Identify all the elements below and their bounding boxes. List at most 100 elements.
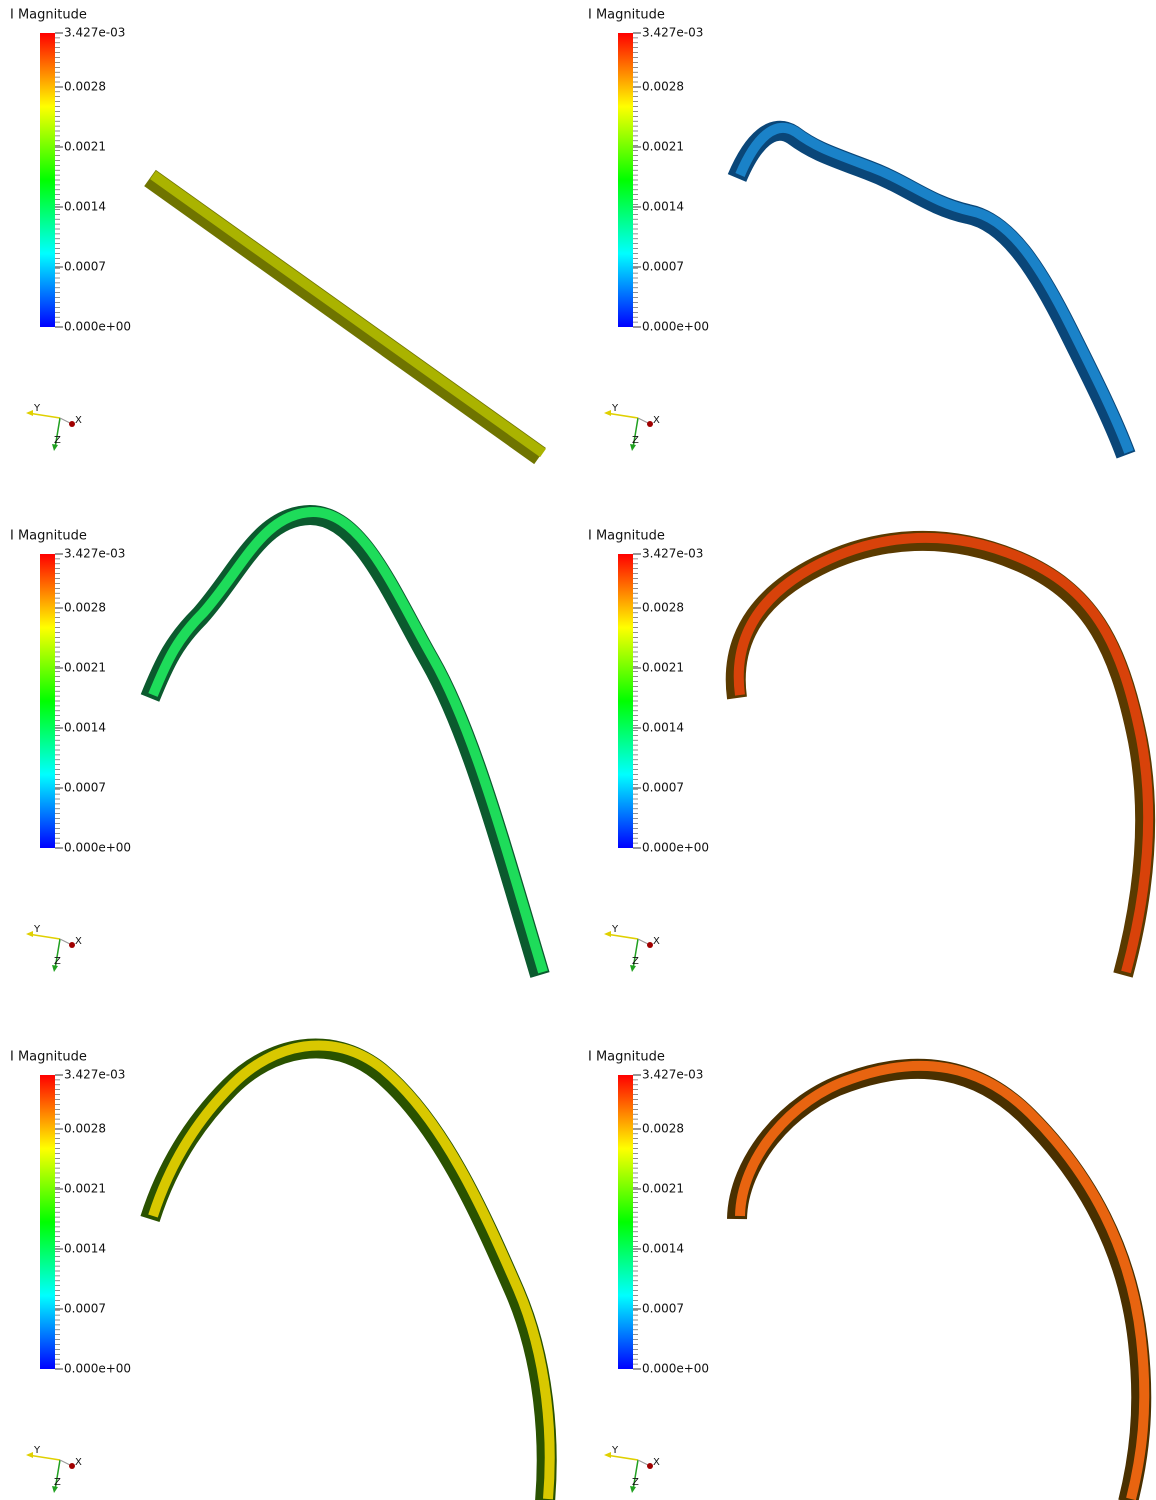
- legend-tick-label: 3.427e-03: [642, 1068, 703, 1082]
- legend-tick-label: 3.427e-03: [642, 26, 703, 40]
- legend-title: I Magnitude: [10, 1050, 87, 1065]
- legend-tick-label: 3.427e-03: [642, 547, 703, 561]
- legend-title: I Magnitude: [10, 529, 87, 544]
- legend-tick-label: 0.0021: [64, 140, 106, 154]
- legend-tick-label: 0.0014: [642, 721, 684, 735]
- axis-z-label: Z: [632, 956, 639, 967]
- legend-title: I Magnitude: [10, 8, 87, 23]
- tube-face: [153, 512, 543, 972]
- tube-face: [739, 538, 1148, 972]
- axis-y-head: [604, 410, 611, 416]
- legend-tick-label: 0.000e+00: [642, 841, 709, 855]
- legend-tick-label: 0.000e+00: [64, 1362, 131, 1376]
- legend-title: I Magnitude: [588, 8, 665, 23]
- axis-y-label: Y: [611, 1445, 619, 1456]
- tube-face: [153, 1045, 550, 1499]
- axis-x-label: X: [75, 1457, 82, 1468]
- axis-z-label: Z: [54, 435, 61, 446]
- axis-y-label: Y: [33, 1445, 41, 1456]
- axis-z-label: Z: [632, 435, 639, 446]
- axis-y-label: Y: [611, 403, 619, 414]
- render-view: I Magnitude 3.427e-03 0.0028 0.0021 0.0014 0.…: [10, 8, 543, 457]
- legend-tick-label: 3.427e-03: [64, 1068, 125, 1082]
- legend-tick-label: 0.0007: [64, 781, 106, 795]
- tube-shadow: [150, 515, 540, 975]
- orientation-axes: Y X Z: [604, 1445, 660, 1493]
- orientation-axes: Y X Z: [604, 403, 660, 451]
- legend-tick-label: 0.0007: [642, 1302, 684, 1316]
- orientation-axes: Y X Z: [26, 403, 82, 451]
- legend-tick-label: 0.0014: [642, 1242, 684, 1256]
- color-bar: [618, 33, 633, 327]
- legend-tick-label: 0.000e+00: [64, 320, 131, 334]
- axis-y-label: Y: [33, 924, 41, 935]
- legend-tick-label: 0.0021: [64, 1182, 106, 1196]
- legend-tick-label: 0.0028: [64, 1122, 106, 1136]
- tube: [736, 538, 1148, 975]
- color-bar: [618, 1075, 633, 1369]
- viewport-grid: I Magnitude 3.427e-03 0.0028 0.0021 0.0014 0.…: [0, 0, 1156, 1500]
- legend-tick-label: 0.000e+00: [642, 320, 709, 334]
- legend-tick-label: 0.0021: [642, 1182, 684, 1196]
- axis-y-head: [26, 931, 33, 937]
- axis-x-label: X: [653, 415, 660, 426]
- axis-z-label: Z: [632, 1477, 639, 1488]
- legend-tick-label: 0.0021: [642, 140, 684, 154]
- legend-tick-label: 0.0014: [64, 200, 106, 214]
- render-view: I Magnitude 3.427e-03 0.0028 0.0021 0.0014 0.…: [10, 1045, 550, 1500]
- tube-face: [740, 128, 1129, 452]
- legend-tick-label: 0.0021: [64, 661, 106, 675]
- axis-x-label: X: [653, 1457, 660, 1468]
- axis-y-head: [604, 1452, 611, 1458]
- axis-y-label: Y: [611, 924, 619, 935]
- tube-face: [153, 175, 543, 453]
- color-bar: [40, 554, 55, 848]
- legend-tick-label: 0.0014: [642, 200, 684, 214]
- legend-title: I Magnitude: [588, 1050, 665, 1065]
- legend-tick-label: 0.0028: [64, 601, 106, 615]
- tube: [150, 1045, 550, 1500]
- tube-shadow: [737, 131, 1126, 455]
- color-bar: [40, 1075, 55, 1369]
- legend-tick-label: 0.0028: [642, 601, 684, 615]
- axis-x-label: X: [75, 936, 82, 947]
- legend-tick-label: 0.0028: [642, 1122, 684, 1136]
- orientation-axes: Y X Z: [26, 924, 82, 972]
- tube-shadow: [737, 1069, 1141, 1500]
- render-view: I Magnitude 3.427e-03 0.0028 0.0021 0.0014 0.…: [10, 512, 543, 975]
- tube: [150, 512, 543, 975]
- render-view: I Magnitude 3.427e-03 0.0028 0.0021 0.0014 0.…: [588, 8, 1129, 456]
- legend-tick-label: 3.427e-03: [64, 26, 125, 40]
- tube: [150, 175, 543, 456]
- legend-tick-label: 0.000e+00: [642, 1362, 709, 1376]
- axis-x-label: X: [653, 936, 660, 947]
- legend-tick-label: 0.0007: [642, 260, 684, 274]
- axis-z-label: Z: [54, 1477, 61, 1488]
- legend-tick-label: 0.0007: [64, 1302, 106, 1316]
- tube: [737, 128, 1129, 455]
- legend-tick-label: 3.427e-03: [64, 547, 125, 561]
- legend-tick-label: 0.0014: [64, 721, 106, 735]
- axis-y-head: [604, 931, 611, 937]
- orientation-axes: Y X Z: [26, 1445, 82, 1493]
- legend-tick-label: 0.0007: [642, 781, 684, 795]
- axis-y-head: [26, 1452, 33, 1458]
- legend-tick-label: 0.0028: [642, 80, 684, 94]
- legend-tick-label: 0.0021: [642, 661, 684, 675]
- legend-tick-label: 0.0007: [64, 260, 106, 274]
- render-view: I Magnitude 3.427e-03 0.0028 0.0021 0.0014 0.…: [588, 1050, 1144, 1500]
- orientation-axes: Y X Z: [604, 924, 660, 972]
- render-view: I Magnitude 3.427e-03 0.0028 0.0021 0.0014 0.…: [588, 529, 1148, 976]
- legend-tick-label: 0.0014: [64, 1242, 106, 1256]
- color-bar: [40, 33, 55, 327]
- legend-tick-label: 0.000e+00: [64, 841, 131, 855]
- axis-y-label: Y: [33, 403, 41, 414]
- color-bar: [618, 554, 633, 848]
- tube: [737, 1066, 1144, 1500]
- axis-x-label: X: [75, 415, 82, 426]
- tube-face: [740, 1066, 1144, 1499]
- legend-tick-label: 0.0028: [64, 80, 106, 94]
- axis-y-head: [26, 410, 33, 416]
- axis-z-label: Z: [54, 956, 61, 967]
- legend-title: I Magnitude: [588, 529, 665, 544]
